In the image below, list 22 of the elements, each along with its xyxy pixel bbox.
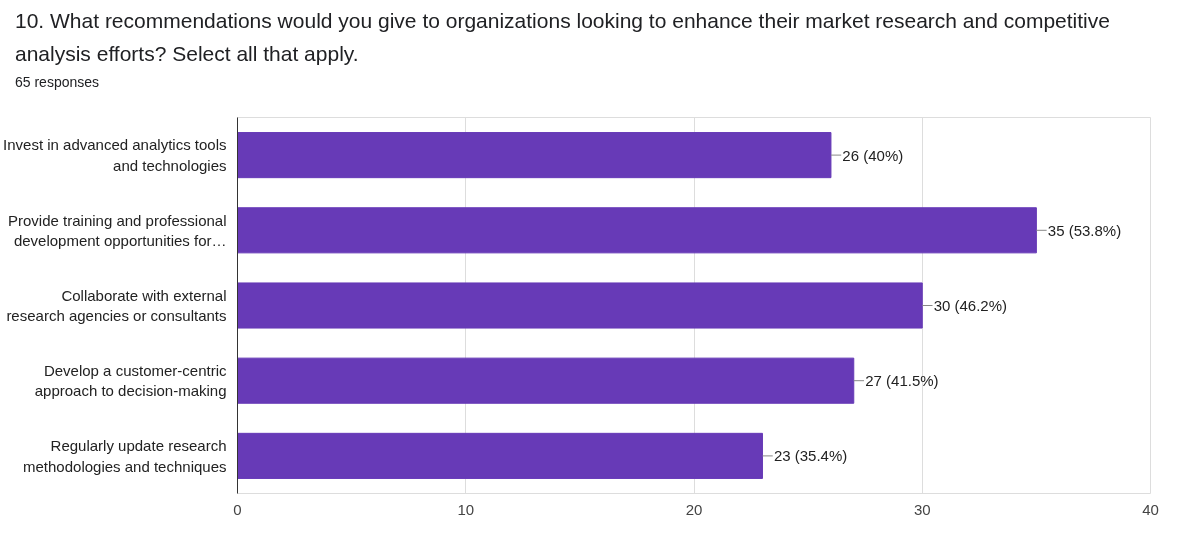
x-tick-label: 20 xyxy=(685,500,703,518)
y-tick-label: Invest in advanced analytics tools and technologies xyxy=(3,136,227,175)
chart-title: 10. What recommendations would you give to organizations looking to enhance their market research and competitive analysis efforts? Select all that apply. xyxy=(15,8,1111,67)
bar xyxy=(237,207,1037,254)
data-label: 27 (41.5%) xyxy=(865,372,939,390)
data-label: 30 (46.2%) xyxy=(933,297,1008,315)
x-tick-label: 0 xyxy=(233,500,242,518)
y-tick-label: Regularly update research methodologies and techniques xyxy=(23,437,227,475)
x-tick-label: 10 xyxy=(457,500,475,518)
data-label: 23 (35.4%) xyxy=(773,447,848,465)
text: 65 responses xyxy=(15,73,101,93)
x-tick-label: 30 xyxy=(913,500,931,518)
bar xyxy=(237,357,855,404)
bar xyxy=(237,433,763,480)
data-label: 35 (53.8%) xyxy=(1047,222,1122,240)
bar xyxy=(237,132,832,179)
y-tick-label: Provide training and professional development opportunities for… xyxy=(8,211,227,250)
y-tick-label: Develop a customer-centric approach to decision-making xyxy=(34,362,227,400)
y-tick-label: Collaborate with external research agencies or consultants xyxy=(6,287,227,325)
data-label: 26 (40%) xyxy=(842,146,904,164)
x-tick-label: 40 xyxy=(1142,500,1159,518)
bar xyxy=(237,282,923,329)
